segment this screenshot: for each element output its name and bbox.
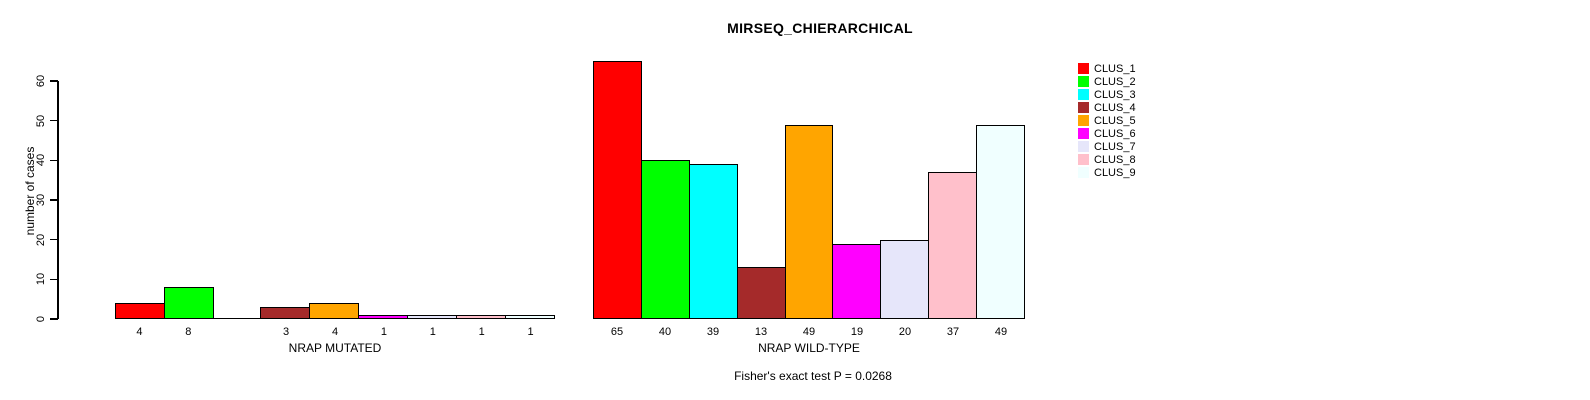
bar-CLUS_6	[358, 315, 408, 319]
bar-value-label: 37	[946, 326, 960, 338]
bar-value-label: 13	[754, 326, 768, 338]
bar-CLUS_4	[260, 307, 310, 319]
bar-CLUS_9	[976, 125, 1026, 319]
legend-swatch-icon	[1078, 63, 1089, 74]
legend-item-CLUS_2: CLUS_2	[1078, 75, 1136, 88]
bar-CLUS_5	[309, 303, 359, 319]
y-tick-mark	[50, 199, 58, 201]
legend-label: CLUS_5	[1094, 114, 1136, 127]
legend-label: CLUS_6	[1094, 127, 1136, 140]
bar-value-label: 3	[283, 326, 290, 338]
bar-CLUS_2	[164, 287, 214, 319]
legend-label: CLUS_2	[1094, 75, 1136, 88]
bar-CLUS_1	[115, 303, 165, 319]
legend-swatch-icon	[1078, 76, 1089, 87]
x-axis-title-nrap-mutated: NRAP MUTATED	[288, 341, 382, 355]
bar-CLUS_2	[640, 160, 690, 319]
legend-item-CLUS_9: CLUS_9	[1078, 166, 1136, 179]
bar-value-label: 4	[331, 326, 339, 338]
bar-value-labels-nrap-wild-type: 65 40 39 13 49 19 20 37 49	[593, 326, 1025, 338]
legend-label: CLUS_9	[1094, 166, 1136, 179]
legend-item-CLUS_3: CLUS_3	[1078, 88, 1136, 101]
bar-value-labels-nrap-mutated: 4 8 3 4 1 1 1 1	[115, 326, 555, 338]
legend: CLUS_1 CLUS_2 CLUS_3 CLUS_4 CLUS_5 CLUS_6 CLUS…	[1078, 62, 1136, 179]
bar-value-label: 40	[658, 326, 672, 338]
legend-item-CLUS_7: CLUS_7	[1078, 140, 1136, 153]
legend-label: CLUS_8	[1094, 153, 1136, 166]
bar-CLUS_3	[213, 318, 261, 319]
y-tick-label: 20	[35, 233, 47, 246]
bar-value-label: 1	[527, 326, 534, 338]
legend-swatch-icon	[1078, 115, 1089, 126]
bar-value-label: 65	[610, 326, 624, 338]
bar-group-nrap-wild-type	[593, 40, 1026, 319]
chart-title: MIRSEQ_CHIERARCHICAL	[727, 20, 913, 36]
legend-swatch-icon	[1078, 89, 1089, 100]
bar-value-label: 20	[898, 326, 912, 338]
bar-value-label: 39	[706, 326, 720, 338]
x-axis-title-nrap-wild-type: NRAP WILD-TYPE	[758, 341, 860, 355]
y-axis-title: number of cases	[23, 146, 37, 236]
y-tick-mark	[50, 318, 58, 320]
bar-value-label: 49	[802, 326, 816, 338]
legend-swatch-icon	[1078, 128, 1089, 139]
bar-CLUS_1	[593, 61, 642, 319]
legend-item-CLUS_5: CLUS_5	[1078, 114, 1136, 127]
y-tick-mark	[50, 278, 58, 281]
bar-value-label	[213, 326, 262, 338]
legend-label: CLUS_4	[1094, 101, 1136, 114]
legend-swatch-icon	[1078, 102, 1089, 113]
legend-swatch-icon	[1078, 141, 1089, 152]
legend-item-CLUS_6: CLUS_6	[1078, 127, 1136, 140]
bar-CLUS_6	[832, 244, 882, 319]
bar-value-label: 1	[380, 326, 387, 338]
bar-group-nrap-mutated	[115, 40, 555, 319]
y-tick-mark	[50, 159, 58, 162]
bar-CLUS_4	[736, 267, 786, 319]
y-tick-mark	[50, 119, 58, 122]
y-tick-mark	[50, 80, 58, 82]
y-tick-label: 50	[35, 114, 47, 127]
legend-swatch-icon	[1078, 154, 1089, 165]
bar-value-label: 8	[185, 326, 192, 338]
bar-CLUS_5	[784, 125, 834, 319]
legend-label: CLUS_3	[1094, 88, 1136, 101]
y-tick-label: 10	[35, 273, 47, 286]
bar-CLUS_8	[928, 172, 978, 319]
legend-item-CLUS_4: CLUS_4	[1078, 101, 1136, 114]
bar-value-label: 4	[136, 326, 143, 338]
bar-value-label: 19	[850, 326, 864, 338]
bar-CLUS_7	[407, 315, 457, 319]
bar-CLUS_8	[456, 315, 506, 319]
bar-CLUS_9	[505, 315, 555, 319]
bar-CLUS_7	[880, 240, 930, 319]
bar-value-label: 49	[994, 326, 1008, 338]
legend-label: CLUS_7	[1094, 140, 1136, 153]
bar-value-label: 1	[478, 326, 485, 338]
fisher-test-annotation: Fisher's exact test P = 0.0268	[734, 369, 892, 383]
y-tick-label: 0	[35, 315, 47, 323]
legend-label: CLUS_1	[1094, 62, 1136, 75]
bar-value-label: 1	[429, 326, 436, 338]
legend-item-CLUS_1: CLUS_1	[1078, 62, 1136, 75]
legend-item-CLUS_8: CLUS_8	[1078, 153, 1136, 166]
y-tick-label: 60	[35, 74, 47, 88]
y-tick-mark	[50, 238, 58, 241]
legend-swatch-icon	[1078, 167, 1089, 178]
bar-CLUS_3	[688, 164, 738, 319]
